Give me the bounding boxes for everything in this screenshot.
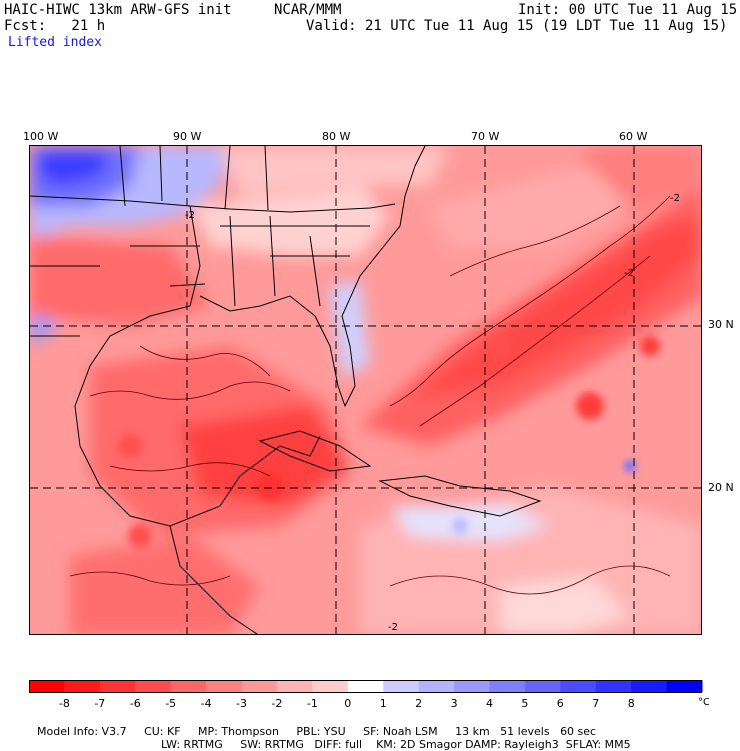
colorbar-swatch	[312, 680, 349, 692]
colorbar-tick-label: 5	[521, 697, 528, 710]
levels: 51 levels	[500, 725, 550, 738]
colorbar-swatch	[631, 680, 668, 692]
lon-label-90w: 90 W	[173, 130, 202, 143]
colorbar-border	[29, 680, 702, 693]
model-info-line1: Model Info: V3.7 CU: KF MP: Thompson PBL…	[30, 712, 596, 738]
model-info-line2: LW: RRTMG SW: RRTMG DIFF: full KM: 2D Sm…	[154, 725, 631, 751]
field-name: Lifted index	[8, 35, 102, 50]
contour-label: -2	[185, 210, 195, 221]
colorbar-tick-label: 7	[592, 697, 599, 710]
colorbar-swatch	[347, 680, 384, 692]
colorbar-swatch	[276, 680, 313, 692]
colorbar-swatch	[454, 680, 490, 692]
lifted-index-map: -2 -2 -2 -2	[29, 145, 702, 635]
contours	[69, 195, 671, 595]
field-detail	[118, 336, 660, 548]
colorbar-tick-label: 1	[380, 697, 387, 710]
colorbar-tick-label: -7	[94, 697, 105, 710]
colorbar-swatch	[595, 680, 632, 692]
lat-lon-grid	[30, 146, 701, 634]
colorbar-tick-label: -6	[130, 697, 141, 710]
colorbar-tick-label: 3	[451, 697, 458, 710]
org-label: NCAR/MMM	[274, 2, 342, 18]
init-time: Init: 00 UTC Tue 11 Aug 15	[518, 2, 738, 18]
colorbar-swatch	[206, 680, 243, 692]
colorbar-tick-label: 2	[415, 697, 422, 710]
lon-label-80w: 80 W	[322, 130, 351, 143]
lon-label-100w: 100 W	[23, 130, 59, 143]
colorbar-tick-label: 8	[628, 697, 635, 710]
contour-label: -2	[624, 268, 634, 279]
colorbar-tick-label: -2	[271, 697, 282, 710]
colorbar-swatch	[99, 680, 136, 692]
colorbar-tick-label: 0	[344, 697, 351, 710]
colorbar-swatch	[135, 680, 172, 692]
field-shading	[30, 146, 701, 634]
colorbar-tick-label: -8	[59, 697, 70, 710]
lat-label-30n: 30 N	[708, 318, 734, 331]
colorbar-swatch	[524, 680, 561, 692]
colorbar-swatch	[560, 680, 597, 692]
colorbar-swatch	[666, 680, 703, 692]
forecast-hour: Fcst: 21 h	[4, 18, 106, 34]
resolution: 13 km	[455, 725, 490, 738]
model-title: HAIC-HIWC 13km ARW-GFS init	[4, 2, 232, 18]
lat-label-20n: 20 N	[708, 481, 734, 494]
lon-label-70w: 70 W	[471, 130, 500, 143]
contour-label: -2	[388, 622, 398, 633]
colorbar-swatch	[241, 680, 278, 692]
colorbar-tick-label: -1	[307, 697, 318, 710]
cumulus-scheme: CU: KF	[144, 725, 181, 738]
lon-label-60w: 60 W	[619, 130, 648, 143]
colorbar-swatch	[383, 680, 420, 692]
colorbar-tick-label: -3	[236, 697, 247, 710]
valid-time: Valid: 21 UTC Tue 11 Aug 15 (19 LDT Tue …	[306, 18, 728, 34]
model-version: Model Info: V3.7	[37, 725, 127, 738]
colorbar-swatch	[418, 680, 455, 692]
colorbar-tick-label: 4	[486, 697, 493, 710]
colorbar-tick-label: -4	[201, 697, 212, 710]
colorbar: -8 -7 -6 -5 -4 -3 -2 -1 0 1 2 3 4 5 6 7 8 °C	[29, 680, 709, 710]
contour-label: -2	[670, 193, 680, 204]
colorbar-swatch	[64, 680, 101, 692]
microphysics-scheme: MP: Thompson	[198, 725, 279, 738]
colorbar-swatch	[170, 680, 207, 692]
colorbar-unit: °C	[698, 697, 709, 708]
colorbar-tick-label: 6	[557, 697, 564, 710]
colorbar-swatch	[489, 680, 526, 692]
timestep: 60 sec	[560, 725, 597, 738]
coastlines	[30, 146, 542, 634]
pbl-scheme: PBL: YSU	[296, 725, 346, 738]
surface-scheme: SF: Noah LSM	[363, 725, 438, 738]
colorbar-tick-label: -5	[165, 697, 176, 710]
colorbar-swatch	[29, 680, 65, 692]
